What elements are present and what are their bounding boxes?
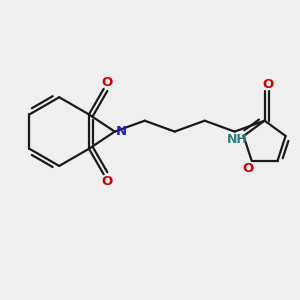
Text: N: N xyxy=(115,125,126,138)
Text: O: O xyxy=(102,175,113,188)
Text: NH: NH xyxy=(227,133,248,146)
Text: O: O xyxy=(242,162,253,175)
Text: O: O xyxy=(263,78,274,91)
Text: O: O xyxy=(102,76,113,88)
